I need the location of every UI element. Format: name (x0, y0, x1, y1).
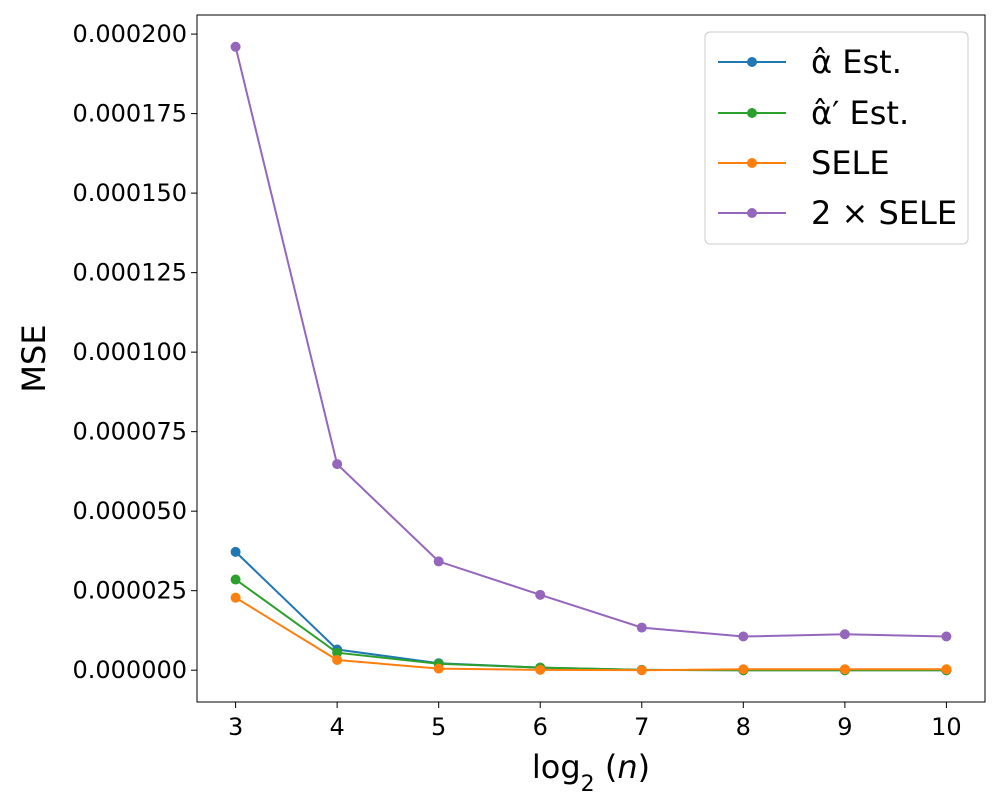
legend-marker (747, 108, 757, 118)
y-tick-label: 0.000150 (72, 179, 187, 207)
legend-label: α̂′ Est. (811, 94, 909, 132)
x-axis-ticks: 3 4 5 6 7 8 9 10 (228, 702, 962, 741)
series-2-point (230, 574, 241, 585)
x-tick-label: 10 (931, 713, 962, 741)
legend-marker (747, 57, 757, 67)
y-tick-label: 0.000050 (72, 497, 187, 525)
y-axis-ticks: 0.000000 0.000025 0.000050 0.000075 0.000100… (72, 20, 197, 684)
x-tick-label: 3 (228, 713, 243, 741)
series-4-point (332, 459, 343, 470)
x-tick-label: 6 (533, 713, 548, 741)
x-tick-label: 5 (431, 713, 446, 741)
series-4-point (941, 631, 952, 642)
series-3-point (738, 664, 749, 675)
y-axis-label: MSE (15, 324, 53, 392)
y-tick-label: 0.000200 (72, 20, 187, 48)
series-3-point (941, 664, 952, 675)
series-3-point (230, 592, 241, 603)
series-2-point (332, 647, 343, 658)
series-3-point (332, 655, 343, 666)
x-axis-label: log2 (n) (532, 748, 650, 797)
x-tick-label: 4 (329, 713, 344, 741)
series-4-point (535, 589, 546, 600)
legend-box (704, 31, 969, 245)
series-4-line (234, 46, 947, 638)
series-4-point (738, 631, 749, 642)
plot-frame (196, 14, 986, 703)
series-4-point (433, 556, 444, 567)
legend-label: SELE (811, 144, 890, 182)
series-1-point (230, 546, 241, 557)
legend: α̂ Est. α̂′ Est. SELE 2 × SELE (704, 31, 969, 245)
series-4-point (230, 41, 241, 52)
y-tick-label: 0.000000 (72, 656, 187, 684)
x-tick-label: 8 (736, 713, 751, 741)
plot-marks (230, 41, 952, 676)
y-tick-label: 0.000100 (72, 338, 187, 366)
series-3-point (535, 664, 546, 675)
series-3-point (636, 665, 647, 676)
y-tick-label: 0.000025 (72, 577, 187, 605)
series-3-point (839, 664, 850, 675)
legend-label: 2 × SELE (811, 194, 957, 232)
series-3-line (235, 596, 947, 672)
series-2-line (235, 578, 947, 672)
series-4-point (636, 622, 647, 633)
series-4-point (839, 629, 850, 640)
y-tick-label: 0.000125 (72, 259, 187, 287)
x-tick-label: 7 (634, 713, 649, 741)
y-tick-label: 0.000175 (72, 100, 187, 128)
legend-label: α̂ Est. (811, 43, 902, 81)
x-tick-label: 9 (837, 713, 852, 741)
series-3-point (433, 663, 444, 674)
legend-marker (747, 208, 757, 218)
y-tick-label: 0.000075 (72, 418, 187, 446)
legend-marker (747, 158, 757, 168)
